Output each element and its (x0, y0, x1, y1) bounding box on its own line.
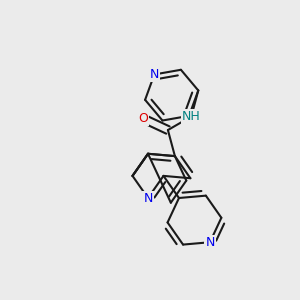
Text: N: N (205, 236, 214, 249)
Text: O: O (139, 112, 148, 125)
Text: N: N (143, 191, 153, 205)
Text: N: N (150, 68, 159, 81)
Text: NH: NH (182, 110, 201, 123)
